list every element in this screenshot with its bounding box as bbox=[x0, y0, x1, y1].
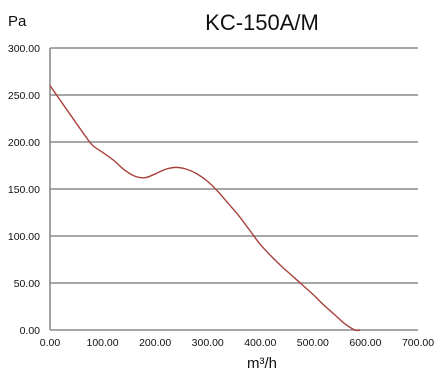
y-tick-label: 50.00 bbox=[14, 278, 40, 290]
y-tick-label: 150.00 bbox=[8, 184, 40, 196]
series-line bbox=[49, 85, 361, 332]
y-tick-label: 0.00 bbox=[20, 325, 41, 337]
x-tick-label: 600.00 bbox=[349, 337, 381, 349]
x-tick-label: 300.00 bbox=[192, 337, 224, 349]
label-layer: KC-150A/M Pa m³/h bbox=[8, 10, 319, 372]
chart-title: KC-150A/M bbox=[205, 10, 319, 35]
x-tick-label: 500.00 bbox=[297, 337, 329, 349]
x-tick-label: 200.00 bbox=[139, 337, 171, 349]
x-tick-label: 100.00 bbox=[87, 337, 119, 349]
y-tick-label: 250.00 bbox=[8, 90, 40, 102]
x-tick-label: 400.00 bbox=[244, 337, 276, 349]
series-layer bbox=[49, 85, 361, 332]
axis-layer: 0.00 50.00 100.00 150.00 200.00 250.00 300.00 0… bbox=[8, 43, 434, 349]
grid-layer bbox=[50, 47, 418, 284]
y-tick-label: 200.00 bbox=[8, 137, 40, 149]
y-axis-label: Pa bbox=[8, 13, 27, 30]
y-tick-label: 100.00 bbox=[8, 231, 40, 243]
y-tick-label: 300.00 bbox=[8, 43, 40, 55]
x-tick-label: 700.00 bbox=[402, 337, 434, 349]
x-axis-label: m³/h bbox=[247, 355, 277, 372]
x-tick-label: 0.00 bbox=[40, 337, 61, 349]
